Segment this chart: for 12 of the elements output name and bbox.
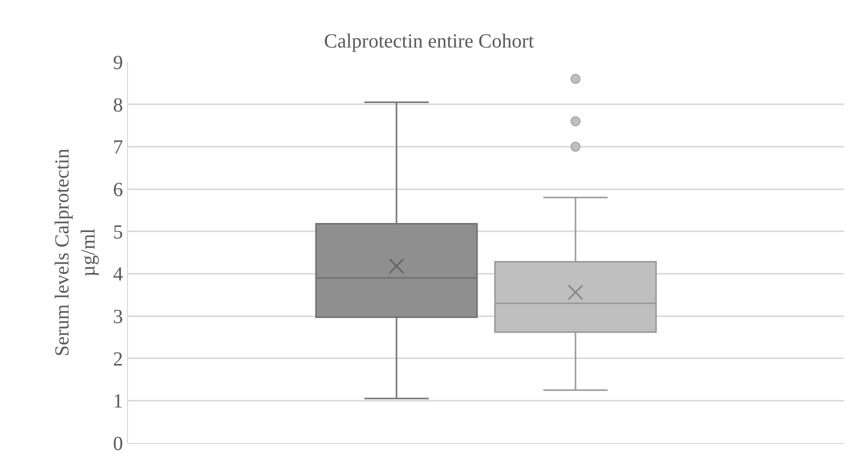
y-tick-label: 0 [113, 433, 123, 455]
chart-title: Calprotectin entire Cohort [324, 30, 534, 52]
y-tick-label: 2 [113, 348, 123, 370]
y-tick-label: 8 [113, 94, 123, 116]
y-tick-label: 1 [113, 390, 123, 413]
y-tick-label: 9 [113, 52, 123, 74]
y-tick-label: 5 [113, 221, 123, 244]
y-tick-label: 3 [113, 306, 123, 328]
y-tick-label: 6 [113, 179, 123, 201]
y-tick-label: 7 [113, 136, 123, 159]
y-tick-label: 4 [113, 264, 123, 286]
y-axis-title: Serum levels Calprotectin µg/ml [52, 148, 100, 356]
